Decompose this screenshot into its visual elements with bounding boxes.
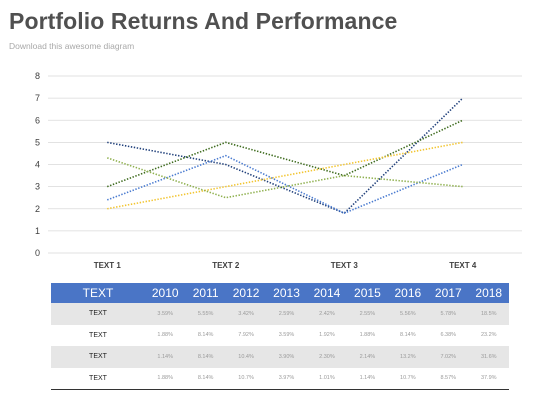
y-tick-label: 2	[35, 204, 40, 214]
table-cell: 7.92%	[238, 332, 254, 339]
y-tick-label: 3	[35, 182, 40, 192]
x-tick-label: TEXT 2	[212, 261, 240, 270]
table-cell: 5.78%	[428, 303, 469, 325]
table-cell: 2.30%	[306, 346, 348, 368]
table-cell: 3.59%	[145, 303, 186, 325]
table-header-year: 2011	[185, 283, 226, 303]
series-line-2	[106, 119, 464, 188]
series-line-5	[106, 157, 463, 199]
table-cell: 1.88%	[359, 332, 376, 339]
page-title: Portfolio Returns And Performance	[9, 8, 398, 34]
table-body: TEXT 3.59% 5.55% 3.42% 2.59% 2.42% 2.55% 5.56% 5…	[51, 303, 509, 390]
x-tick-label: TEXT 3	[331, 261, 359, 270]
table-cell: 2.14%	[347, 346, 388, 368]
table-header-year: 2015	[347, 283, 388, 303]
table-cell: 10.4%	[225, 346, 267, 368]
table-cell: 8.14%	[185, 367, 226, 390]
table-cell: 1.14%	[347, 367, 388, 390]
table-header-year: 2018	[468, 283, 509, 303]
table-header-year: 2017	[428, 283, 469, 303]
table-header-row: TEXT 2010 2011 2012 2013 2014 2015 2016 2017 201…	[51, 283, 509, 303]
table-cell: 8.14%	[400, 332, 416, 339]
y-tick-label: 1	[35, 226, 40, 236]
y-tick-label: 7	[35, 93, 40, 103]
table-cell: 5.56%	[387, 303, 429, 325]
table-cell: 10.7%	[225, 367, 267, 390]
table-row-label: TEXT	[51, 367, 145, 390]
table-cell: 13.2%	[387, 346, 429, 368]
table-cell: 6.38%	[440, 332, 457, 339]
series-line-1	[107, 97, 464, 215]
table-row: TEXT 1.14% 8.14% 10.4% 3.90% 2.30% 2.14% 13.2% 7…	[51, 346, 509, 368]
table-cell: 37.9%	[468, 367, 509, 390]
series-line-3	[107, 141, 463, 210]
table-header-year: 2016	[387, 283, 429, 303]
table-cell: 8.14%	[185, 346, 226, 368]
table-cell: 2.59%	[266, 303, 307, 325]
table-cell: 23.2%	[480, 332, 497, 339]
table-cell: 1.88%	[145, 367, 186, 390]
page-subtitle: Download this awesome diagram	[9, 41, 135, 51]
table-cell: 3.59%	[278, 332, 295, 339]
table-cell: 3.42%	[225, 303, 267, 325]
table-row: TEXT 1.88% 8.14% 10.7% 3.97% 1.01% 1.14% 10.7% 8…	[51, 367, 509, 390]
table-cell: 31.6%	[468, 346, 509, 368]
table-cell: 18.5%	[468, 303, 509, 325]
y-tick-label: 6	[35, 115, 40, 125]
table-row-label: TEXT	[51, 346, 145, 368]
chart-gridlines	[48, 75, 522, 254]
x-tick-label: TEXT 1	[94, 261, 122, 270]
table-row: TEXT 3.59% 5.55% 3.42% 2.59% 2.42% 2.55% 5.56% 5…	[51, 303, 509, 325]
table-cell: 3.90%	[266, 346, 307, 368]
table-cell: 2.42%	[306, 303, 348, 325]
table-header-year: 2010	[145, 283, 186, 303]
table-cell: 1.92%	[319, 332, 335, 339]
table-cell: 8.14%	[197, 332, 214, 339]
x-tick-label: TEXT 4	[449, 261, 477, 270]
table-header-year: 2013	[266, 283, 307, 303]
line-chart: 0 1 2 3 4 5 6 7 8 TEXT 1 TEXT 2 TEXT 3 TEXT 4	[35, 71, 522, 270]
table-header-label: TEXT	[51, 283, 145, 303]
table-row: TEXT 1.88% 8.14% 7.92% 3.59% 1.92% 1.88% 8.14% 6…	[51, 325, 509, 347]
table-cell: 2.55%	[347, 303, 388, 325]
table-row-label: TEXT	[51, 303, 145, 325]
returns-table: TEXT 2010 2011 2012 2013 2014 2015 2016 2017 201…	[51, 283, 509, 390]
y-tick-label: 8	[35, 71, 40, 81]
x-axis-ticks: TEXT 1 TEXT 2 TEXT 3 TEXT 4	[94, 261, 477, 270]
table-cell: 3.97%	[266, 367, 307, 390]
y-tick-label: 4	[35, 160, 40, 170]
table-header-year: 2014	[306, 283, 348, 303]
y-tick-label: 5	[35, 137, 40, 147]
table-cell: 5.55%	[185, 303, 226, 325]
table-cell: 1.88%	[157, 332, 174, 339]
y-tick-label: 0	[35, 248, 40, 258]
y-axis-ticks: 0 1 2 3 4 5 6 7 8	[35, 71, 40, 258]
table-cell: 1.14%	[145, 346, 186, 368]
table-row-label: TEXT	[89, 331, 107, 339]
chart-series	[106, 97, 464, 215]
table-header-year: 2012	[225, 283, 267, 303]
series-line-4	[106, 154, 464, 215]
table-cell: 1.01%	[306, 367, 348, 390]
table-cell: 8.57%	[428, 367, 469, 390]
table-cell: 10.7%	[387, 367, 429, 390]
table-cell: 7.02%	[428, 346, 469, 368]
